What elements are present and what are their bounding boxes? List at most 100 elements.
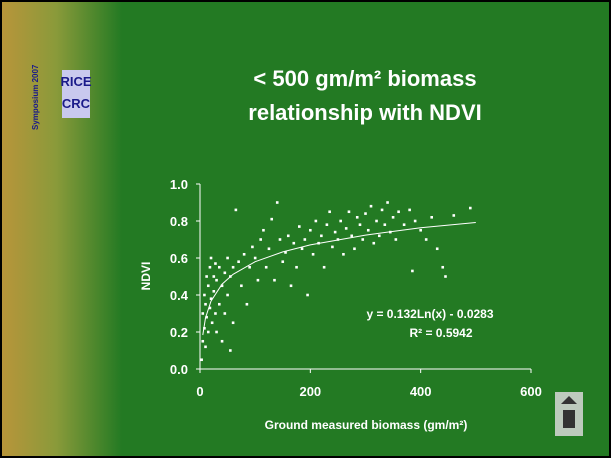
data-point — [220, 339, 224, 343]
title: < 500 gm/m² biomass — [253, 66, 476, 91]
data-point — [223, 312, 227, 315]
data-point — [231, 321, 235, 325]
data-point — [292, 241, 296, 245]
data-point — [444, 275, 447, 278]
annotation: R² = 0.5942 — [409, 326, 472, 340]
y-tick-label: 0.0 — [170, 362, 188, 377]
x-tick-label: 600 — [520, 384, 542, 399]
data-point — [248, 265, 251, 269]
data-point — [353, 247, 356, 251]
data-point — [270, 217, 274, 221]
data-point — [295, 265, 298, 269]
data-point — [259, 238, 262, 241]
data-point — [205, 315, 208, 319]
data-point — [424, 238, 428, 241]
data-point — [347, 210, 351, 214]
data-point — [408, 208, 411, 212]
data-point — [309, 228, 312, 232]
data-point — [391, 216, 395, 219]
data-point — [375, 219, 378, 223]
data-point — [218, 265, 221, 269]
data-point — [325, 223, 329, 226]
data-point — [339, 219, 342, 223]
data-point — [303, 238, 307, 241]
data-point — [204, 345, 207, 349]
data-point — [289, 284, 293, 288]
data-point — [201, 312, 205, 315]
data-point — [237, 260, 240, 263]
data-point — [394, 238, 398, 241]
data-point — [234, 208, 238, 212]
data-point — [214, 312, 217, 315]
data-point — [411, 269, 414, 273]
bottom-logo — [555, 392, 583, 436]
data-point — [201, 339, 205, 343]
logo-text: CRC — [62, 96, 91, 111]
data-point — [214, 262, 217, 265]
data-point — [208, 306, 212, 310]
data-point — [215, 278, 218, 282]
data-point — [397, 210, 400, 214]
y-tick-label: 0.8 — [170, 214, 188, 229]
data-point — [251, 245, 254, 249]
y-tick-label: 0.6 — [170, 251, 188, 266]
y-tick-label: 0.2 — [170, 325, 188, 340]
data-point — [200, 358, 203, 362]
data-point — [402, 223, 406, 226]
data-point — [358, 223, 362, 226]
logo-side-text: Symposium 2007 — [31, 64, 40, 130]
data-point — [226, 256, 229, 260]
data-point — [328, 210, 331, 214]
trendline — [202, 222, 476, 336]
data-point — [242, 253, 246, 256]
data-point — [209, 256, 213, 260]
data-point — [369, 204, 373, 208]
data-point — [333, 230, 337, 234]
data-point — [208, 265, 212, 269]
data-point — [212, 275, 216, 278]
data-point — [210, 321, 214, 325]
data-point — [215, 330, 218, 334]
x-tick-label: 200 — [299, 384, 321, 399]
data-point — [366, 228, 370, 232]
data-point — [286, 234, 290, 238]
data-point — [413, 219, 417, 223]
data-point — [267, 247, 271, 251]
data-point — [306, 293, 309, 297]
data-point — [240, 284, 243, 288]
subtitle: relationship with NDVI — [248, 100, 481, 125]
data-point — [355, 216, 359, 219]
data-point — [284, 251, 287, 254]
data-point — [372, 241, 376, 245]
data-point — [469, 206, 472, 210]
logo-box — [62, 70, 90, 118]
data-point — [331, 245, 334, 249]
data-point — [218, 302, 221, 306]
data-point — [209, 297, 213, 300]
data-point — [320, 234, 323, 238]
data-point — [300, 247, 304, 251]
data-point — [223, 271, 227, 275]
data-point — [435, 247, 439, 251]
x-tick-label: 400 — [410, 384, 432, 399]
data-point — [281, 260, 285, 263]
data-point — [441, 265, 445, 269]
data-point — [311, 253, 315, 256]
data-point — [342, 253, 345, 256]
data-point — [364, 212, 367, 215]
data-point — [253, 256, 257, 260]
x-tick-label: 0 — [196, 384, 203, 399]
y-axis-label: NDVI — [139, 262, 153, 291]
data-point — [419, 228, 422, 232]
data-point — [212, 290, 216, 293]
data-point — [205, 275, 208, 278]
data-point — [298, 225, 301, 228]
data-point — [452, 214, 456, 217]
data-point — [203, 293, 206, 297]
data-point — [206, 284, 210, 288]
data-point — [245, 302, 249, 306]
data-point — [203, 327, 206, 330]
data-point — [206, 330, 210, 334]
data-point — [256, 278, 260, 282]
data-point — [386, 201, 389, 204]
